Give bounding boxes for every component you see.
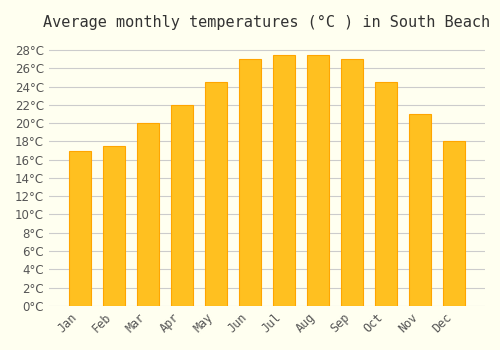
Bar [137, 123, 159, 306]
Bar [239, 59, 261, 306]
Bar [409, 114, 431, 306]
Bar [103, 146, 125, 306]
Bar [307, 55, 329, 306]
Bar [341, 59, 363, 306]
Bar [375, 82, 397, 306]
Bar [273, 55, 295, 306]
Title: Average monthly temperatures (°C ) in South Beach: Average monthly temperatures (°C ) in So… [44, 15, 490, 30]
Bar [171, 105, 193, 306]
Bar [69, 150, 91, 306]
Bar [443, 141, 465, 306]
Bar [205, 82, 227, 306]
